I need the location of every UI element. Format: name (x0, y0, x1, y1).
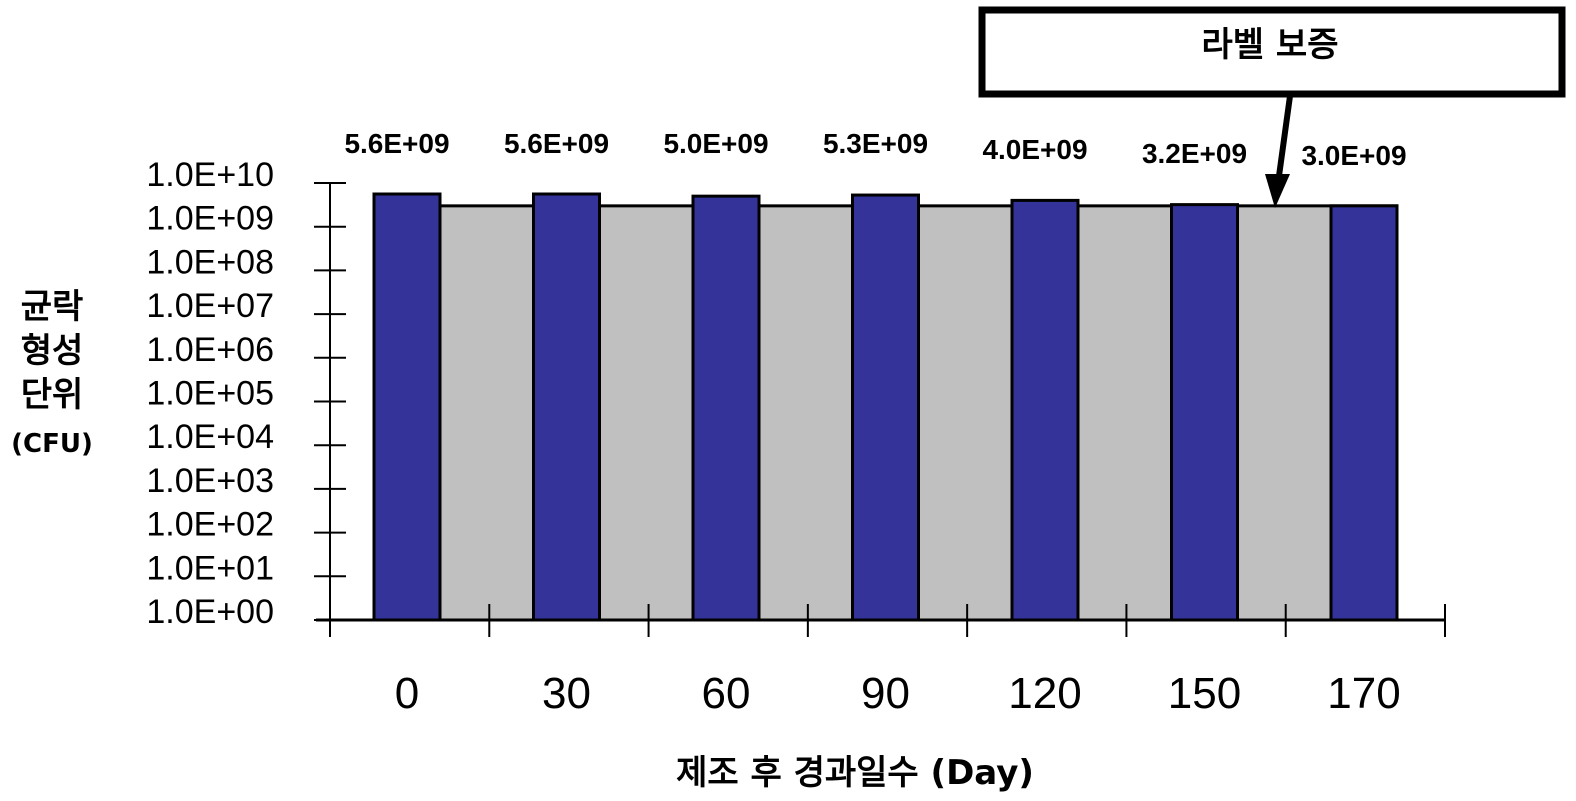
x-tick-label-0: 0 (395, 669, 419, 718)
data-label-30: 5.6E+09 (504, 128, 609, 159)
y-axis-title-line-2: 형성 (21, 331, 84, 371)
x-tick-label-layer: 0 30 60 90 120 150 170 (395, 669, 1401, 718)
data-label-layer: 5.6E+09 5.6E+09 5.0E+09 5.3E+09 4.0E+09 3.2E+… (344, 128, 1406, 171)
y-axis-unit: (CFU) (11, 429, 93, 459)
x-axis-title: 제조 후 경과일수 (Day) (676, 753, 1034, 793)
y-tick-label: 1.0E+06 (146, 331, 274, 369)
data-label-60: 5.0E+09 (663, 128, 768, 159)
y-tick-label: 1.0E+01 (146, 549, 274, 587)
axis-layer (314, 182, 1446, 637)
bar-30 (532, 192, 601, 622)
y-tick-label: 1.0E+08 (146, 243, 274, 281)
y-tick-label: 1.0E+09 (146, 200, 274, 238)
y-axis-title-line-1: 균락 (21, 287, 84, 327)
bar-170 (1329, 204, 1399, 622)
bar-60 (691, 194, 761, 622)
x-tick-label-60: 60 (702, 669, 751, 718)
data-label-170: 3.0E+09 (1301, 140, 1406, 171)
y-tick-label: 1.0E+10 (146, 156, 274, 194)
y-tick-label: 1.0E+05 (146, 375, 274, 413)
y-tick-label-layer: 1.0E+00 1.0E+01 1.0E+02 1.0E+03 1.0E+04 1.0E+… (146, 156, 274, 631)
data-label-90: 5.3E+09 (823, 128, 928, 159)
bar-90 (851, 193, 920, 622)
x-tick-label-90: 90 (861, 669, 910, 718)
y-tick-label: 1.0E+00 (146, 593, 274, 631)
x-tick-label-170: 170 (1327, 669, 1400, 718)
data-label-0: 5.6E+09 (344, 128, 449, 159)
x-tick-label-150: 150 (1168, 669, 1241, 718)
bar-120 (1010, 198, 1080, 622)
y-tick-label: 1.0E+02 (146, 506, 274, 544)
bar-150 (1170, 203, 1239, 622)
x-tick-label-30: 30 (542, 669, 591, 718)
bar-layer (372, 192, 1399, 622)
annotation-box (978, 6, 1566, 98)
x-tick-label-120: 120 (1008, 669, 1081, 718)
annotation-arrow-shaft (1276, 95, 1293, 177)
y-axis-title-line-3: 단위 (21, 375, 84, 415)
annotation-text: 라벨 보증 (1202, 25, 1339, 65)
data-label-150: 3.2E+09 (1142, 138, 1247, 169)
annotation-arrow-head (1265, 174, 1290, 208)
data-label-120: 4.0E+09 (982, 134, 1087, 165)
annotation-callout: 라벨 보증 (978, 6, 1566, 208)
y-tick-label: 1.0E+04 (146, 418, 274, 456)
y-tick-label: 1.0E+07 (146, 287, 274, 325)
bar-0 (372, 192, 442, 622)
y-tick-label: 1.0E+03 (146, 462, 274, 500)
y-axis-title: 균락 형성 단위 (CFU) (11, 287, 93, 459)
